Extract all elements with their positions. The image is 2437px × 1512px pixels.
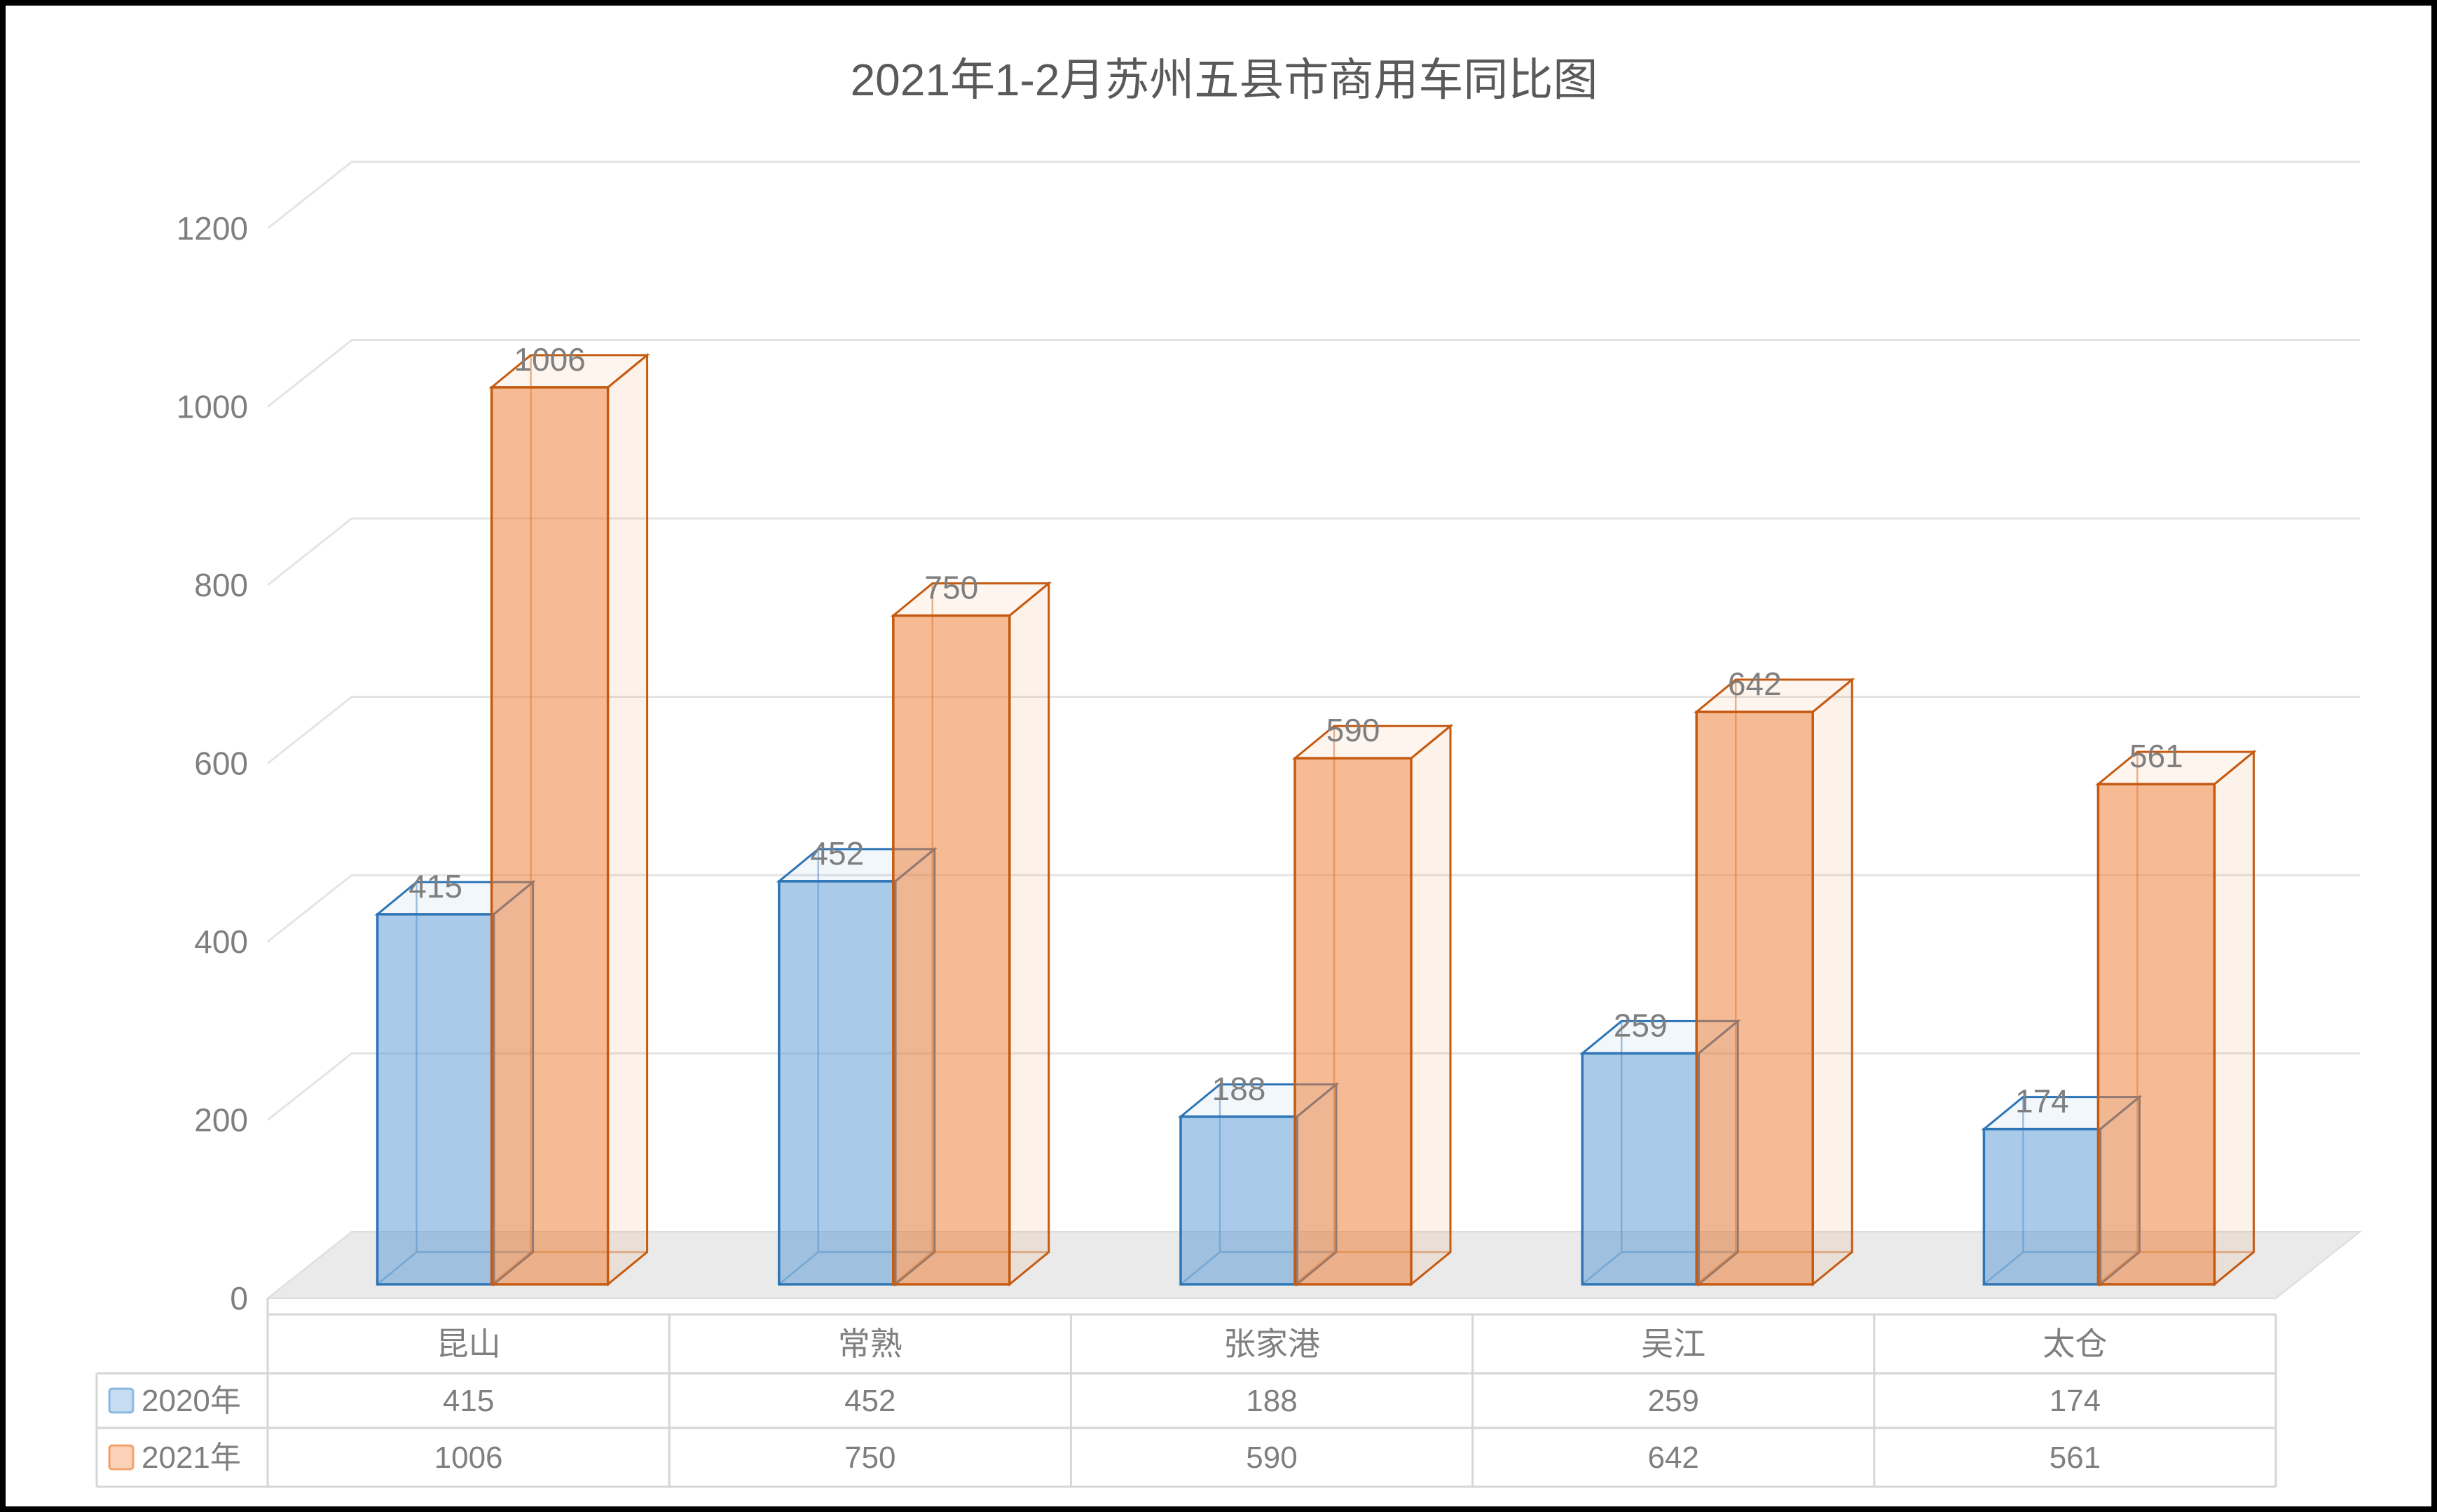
bar-front-face xyxy=(376,913,495,1286)
bar-side-face xyxy=(1008,581,1050,1287)
legend-label-2020年: 2020年 xyxy=(142,1384,241,1418)
table-value-2021年-吴江: 642 xyxy=(1647,1441,1698,1475)
bar-front-face xyxy=(778,880,897,1286)
legend-swatch-2021年 xyxy=(108,1444,135,1471)
data-label-2021年-吴江: 642 xyxy=(1728,666,1782,702)
gridline-1200 xyxy=(267,160,2360,230)
y-axis-tick-label-1200: 1200 xyxy=(177,210,248,247)
y-axis-tick-label-1000: 1000 xyxy=(177,389,248,425)
legend-label-2021年: 2021年 xyxy=(142,1441,241,1475)
table-value-2020年-常熟: 452 xyxy=(844,1384,895,1418)
table-value-2021年-昆山: 1006 xyxy=(434,1441,503,1475)
plot-area: 0 200 400 600 800 1000 1200 415 1006 452 750 188 590… xyxy=(95,160,2362,1488)
table-value-2020年-昆山: 415 xyxy=(443,1384,494,1418)
chart-title: 2021年1-2月苏州五县市商用车同比图 xyxy=(851,55,1598,105)
table-value-2021年-张家港: 590 xyxy=(1246,1441,1297,1475)
bar-front-face xyxy=(1179,1115,1298,1286)
data-label-2021年-昆山: 1006 xyxy=(514,341,585,378)
y-axis-tick-label-0: 0 xyxy=(230,1280,248,1317)
y-axis-tick-label-800: 800 xyxy=(194,567,248,603)
bar-side-face xyxy=(1410,724,1452,1287)
data-label-2020年-昆山: 415 xyxy=(409,868,462,905)
bar-side-face xyxy=(1811,677,1853,1287)
bar-2021年-太仓 xyxy=(2095,749,2257,1287)
table-value-2020年-吴江: 259 xyxy=(1647,1384,1698,1418)
table-category-header-常熟: 常熟 xyxy=(838,1326,902,1362)
table-category-header-吴江: 吴江 xyxy=(1641,1326,1705,1362)
bar-front-face xyxy=(2096,783,2216,1286)
bar-side-face xyxy=(2213,749,2255,1287)
gridline-800 xyxy=(267,517,2360,586)
bar-front-face xyxy=(1293,757,1413,1286)
data-label-2020年-常熟: 452 xyxy=(810,835,864,872)
table-value-2021年-太仓: 561 xyxy=(2050,1441,2101,1475)
gridline-400 xyxy=(267,874,2360,943)
data-label-2020年-吴江: 259 xyxy=(1614,1007,1668,1043)
table-category-header-太仓: 太仓 xyxy=(2043,1326,2107,1362)
bar-2021年-昆山 xyxy=(488,352,650,1287)
table-category-header-昆山: 昆山 xyxy=(437,1326,501,1362)
legend-swatch-2020年 xyxy=(108,1387,135,1414)
bar-2021年-张家港 xyxy=(1291,724,1454,1287)
y-axis-tick-label-200: 200 xyxy=(194,1102,248,1139)
bar-front-face xyxy=(1581,1052,1700,1286)
gridline-600 xyxy=(267,696,2360,764)
bar-front-face xyxy=(892,614,1011,1286)
y-axis-tick-label-400: 400 xyxy=(194,923,248,960)
table-value-2020年-张家港: 188 xyxy=(1246,1384,1297,1418)
bar-2021年-吴江 xyxy=(1694,677,1855,1287)
bar-side-face xyxy=(607,352,649,1287)
table-category-header-张家港: 张家港 xyxy=(1223,1326,1320,1362)
gridline-1000 xyxy=(267,339,2360,408)
chart-canvas: 2021年1-2月苏州五县市商用车同比图 0 200 400 600 800 1000 12… xyxy=(95,55,2362,1488)
y-axis-tick-label-600: 600 xyxy=(194,745,248,782)
bar-2021年-常熟 xyxy=(890,581,1052,1287)
data-label-2021年-太仓: 561 xyxy=(2129,738,2183,774)
data-label-2020年-张家港: 188 xyxy=(1212,1071,1266,1107)
data-label-2021年-张家港: 590 xyxy=(1326,712,1380,748)
data-label-2021年-常熟: 750 xyxy=(924,570,978,606)
table-value-2021年-常熟: 750 xyxy=(844,1441,895,1475)
bar-front-face xyxy=(1982,1127,2102,1286)
table-value-2020年-太仓: 174 xyxy=(2050,1384,2101,1418)
bar-front-face xyxy=(490,386,610,1286)
data-label-2020年-太仓: 174 xyxy=(2015,1083,2069,1120)
bar-front-face xyxy=(1695,710,1814,1286)
